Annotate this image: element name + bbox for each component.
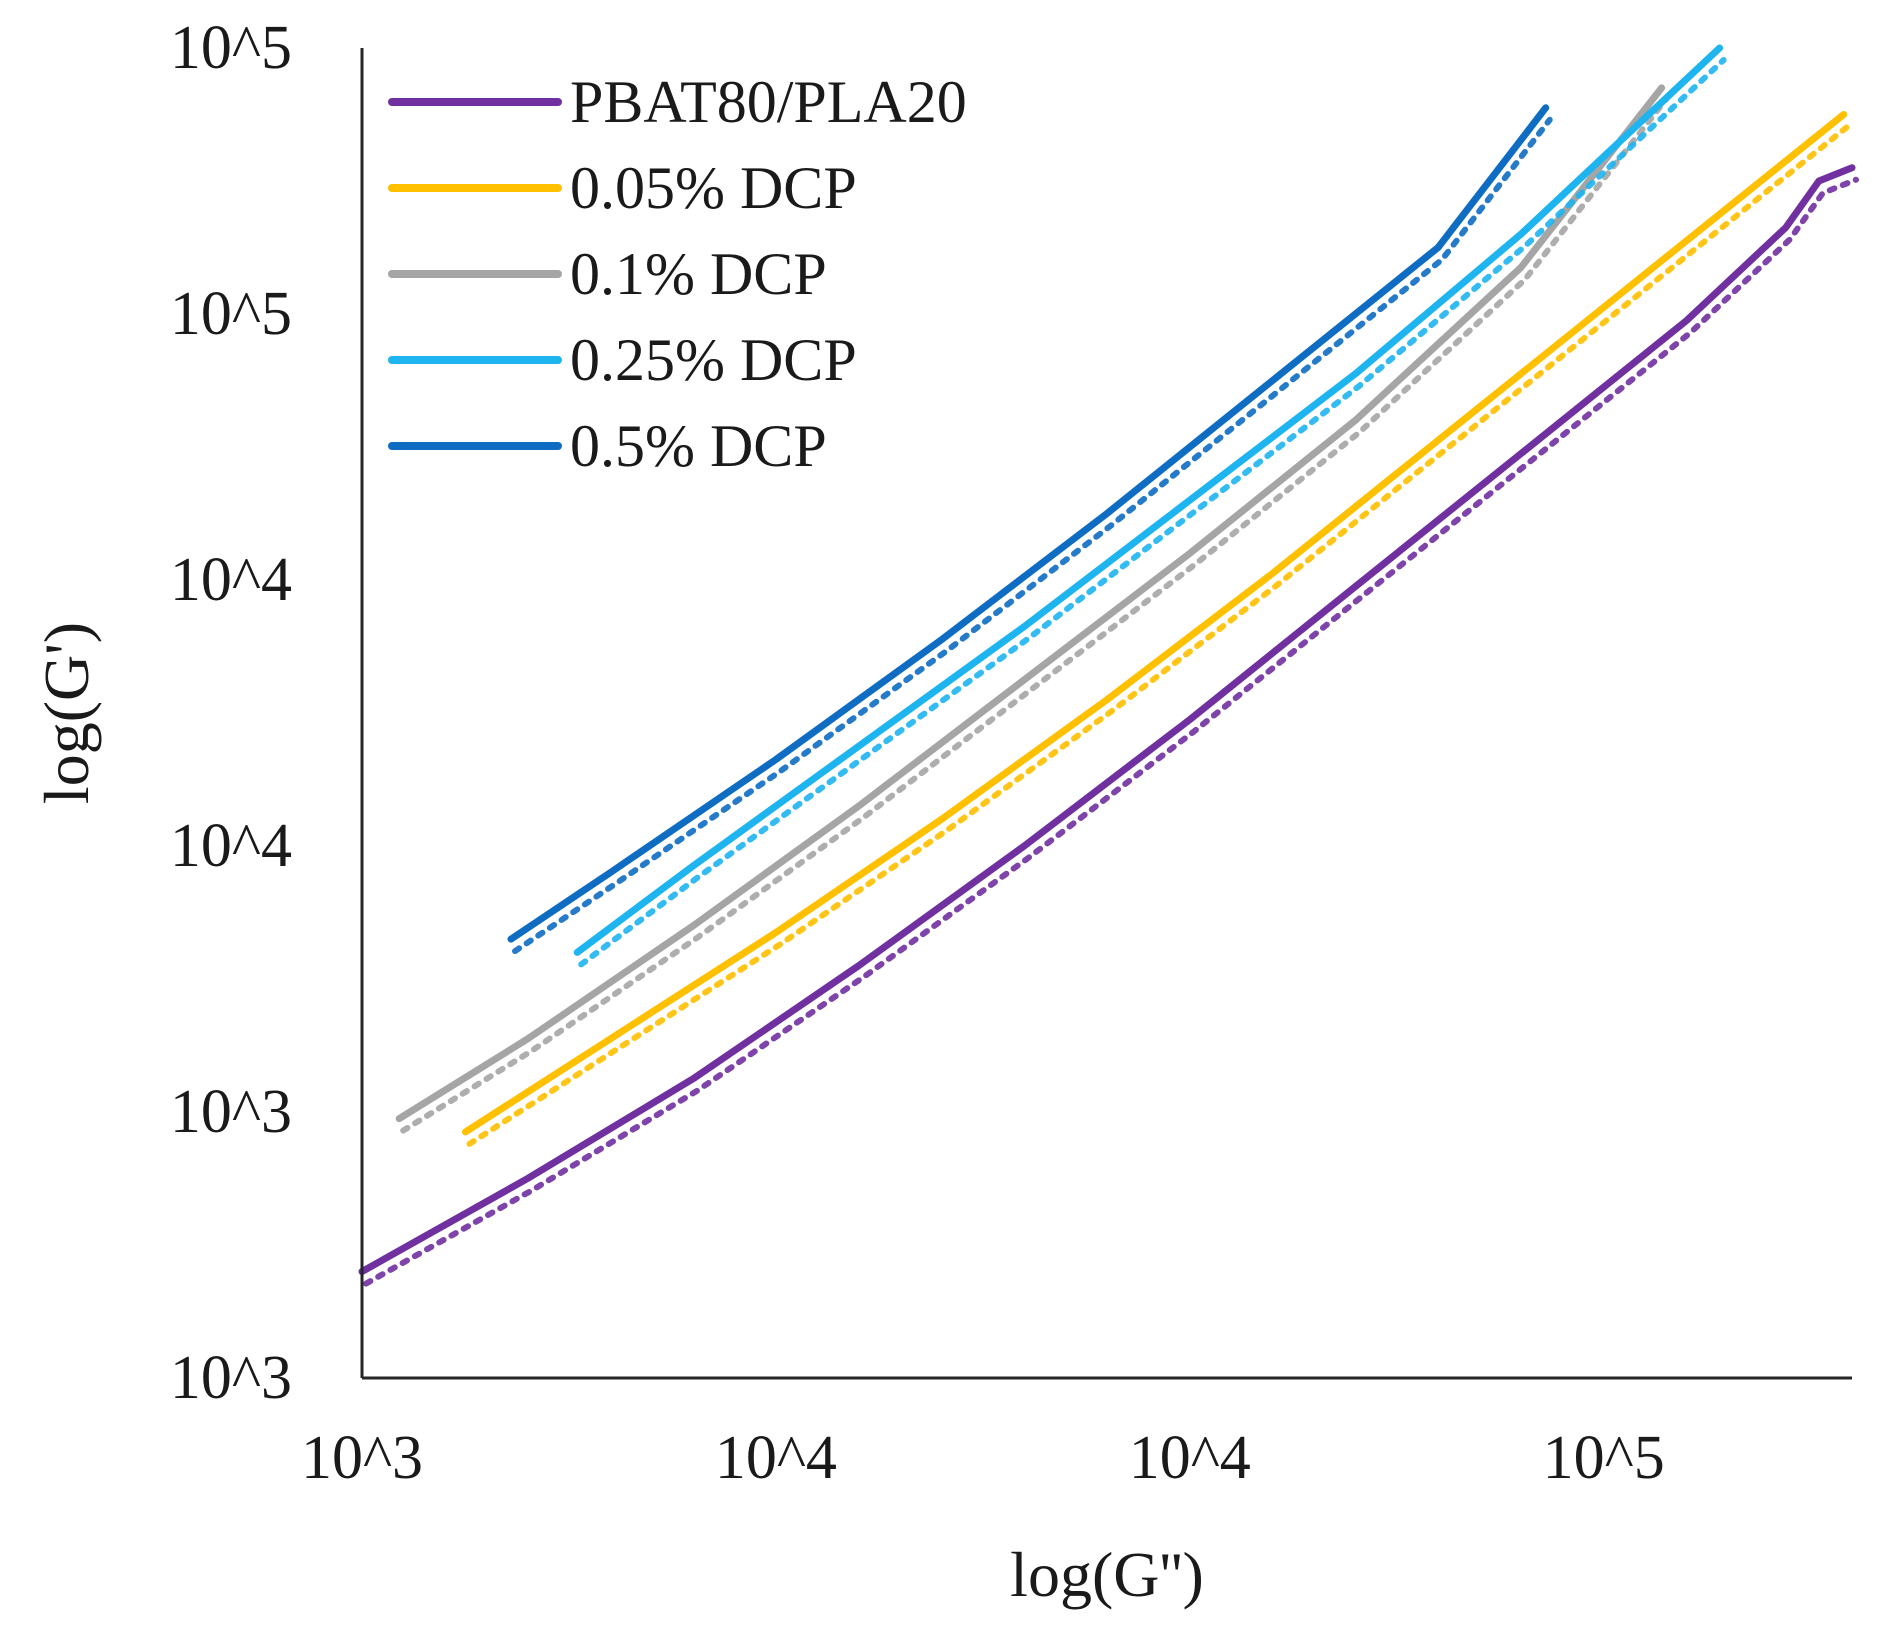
y-tick-label: 10^3 [170, 1344, 292, 1412]
y-tick-label: 10^4 [170, 812, 292, 880]
series-line-1 [462, 111, 1848, 1136]
series-line-2 [395, 84, 1666, 1123]
series-fit-line-3 [578, 57, 1727, 968]
series-fit-line-2 [400, 96, 1669, 1134]
x-axis-title: log(G'') [1010, 1539, 1204, 1610]
legend-label-4: 0.5% DCP [570, 413, 827, 479]
legend-label-0: PBAT80/PLA20 [570, 69, 967, 135]
legend: PBAT80/PLA20 0.05% DCP 0.1% DCP 0.25% DCP 0.… [388, 69, 967, 479]
series-line-4 [507, 104, 1550, 943]
series-fit-line-0 [363, 176, 1859, 1287]
x-tick-label: 10^5 [1543, 1424, 1665, 1492]
y-tick-label: 10^5 [170, 14, 292, 82]
series-fit-line-4 [512, 116, 1553, 955]
y-tick-label: 10^3 [170, 1078, 292, 1146]
x-tick-labels: 10^3 10^4 10^4 10^5 [301, 1424, 1665, 1492]
y-tick-label: 10^4 [170, 546, 292, 614]
series-line-0 [358, 164, 1856, 1276]
legend-label-2: 0.1% DCP [570, 241, 827, 307]
legend-label-3: 0.25% DCP [570, 327, 857, 393]
y-tick-label: 10^5 [170, 280, 292, 348]
y-tick-labels: 10^3 10^3 10^4 10^4 10^5 10^5 [170, 14, 292, 1412]
x-tick-label: 10^4 [715, 1424, 837, 1492]
legend-label-1: 0.05% DCP [570, 155, 857, 221]
series-layer [358, 44, 1859, 1287]
x-tick-label: 10^3 [301, 1424, 423, 1492]
y-axis-title: log(G') [31, 622, 102, 804]
x-tick-label: 10^4 [1129, 1424, 1251, 1492]
series-fit-line-1 [466, 123, 1851, 1147]
series-line-3 [573, 44, 1724, 956]
